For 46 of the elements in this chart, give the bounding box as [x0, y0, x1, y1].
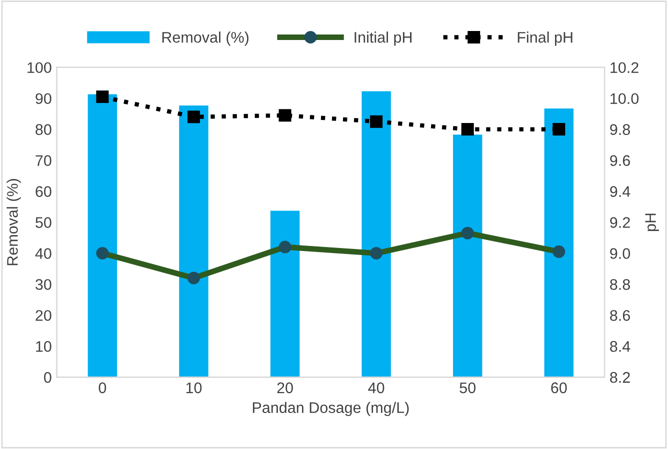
point: [187, 110, 200, 124]
bar: [88, 94, 118, 378]
bar: [179, 105, 208, 378]
y-tick-label: 10: [36, 341, 52, 352]
y2-tick-label: 8.8: [610, 279, 630, 290]
y2-tick-label: 8.4: [610, 341, 630, 352]
y2-tick-label: 9.8: [610, 124, 630, 135]
legend-label: Final pH: [518, 32, 572, 46]
y-tick-label: 100: [28, 62, 52, 74]
y-tick-label: 40: [35, 248, 52, 259]
bar: [544, 108, 574, 378]
x-tick-label: 10: [186, 382, 202, 394]
y-tick-label: 20: [36, 310, 52, 321]
y2-tick-label: 9.6: [610, 155, 630, 166]
y-tick-label: 70: [36, 155, 52, 166]
point: [370, 115, 383, 128]
legend-label: Removal (%): [162, 32, 248, 46]
y2-tick-label: 10.2: [610, 62, 638, 74]
bar: [270, 210, 300, 378]
y2-tick-label: 8.6: [610, 310, 630, 321]
y-tick-label: 30: [36, 279, 52, 290]
x-tick-label: 60: [551, 382, 567, 394]
point: [278, 109, 292, 122]
point: [96, 90, 109, 104]
y2-tick-label: 9.0: [610, 248, 630, 259]
y-axis-title: Removal (%): [6, 179, 21, 266]
y-tick-label: 0: [44, 372, 52, 383]
y2-tick-label: 8.2: [610, 372, 630, 383]
x-tick-label: 40: [368, 382, 384, 394]
y-tick-label: 80: [36, 124, 52, 135]
y-tick-label: 90: [36, 93, 52, 104]
y2-tick-label: 9.4: [610, 186, 630, 197]
y-tick-label: 60: [36, 186, 52, 197]
y-tick-label: 50: [36, 217, 52, 228]
x-tick-label: 20: [277, 382, 293, 394]
y2-axis-title: pH: [645, 214, 659, 232]
y2-tick-label: 9.2: [610, 217, 630, 228]
bar: [362, 91, 391, 378]
x-tick-label: 0: [98, 382, 106, 394]
x-axis-title: Pandan Dosage (mg/L): [252, 402, 409, 416]
y2-tick-label: 10.0: [610, 93, 639, 104]
x-tick-label: 50: [460, 382, 476, 394]
legend-label: Initial pH: [354, 32, 412, 46]
point: [461, 123, 474, 136]
point: [552, 123, 566, 136]
bar: [452, 134, 482, 378]
